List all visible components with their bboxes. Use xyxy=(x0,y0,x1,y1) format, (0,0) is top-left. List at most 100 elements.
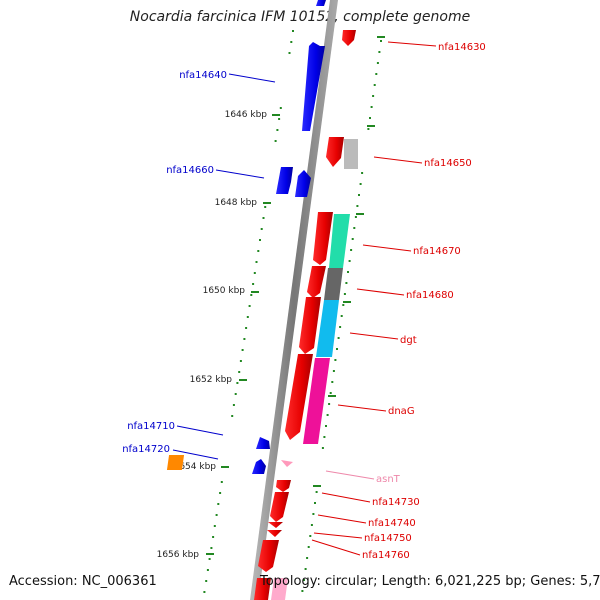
genome-axis xyxy=(250,0,338,600)
kbp-label: 1646 kbp xyxy=(225,110,268,120)
track-dot xyxy=(350,249,353,251)
track-dot xyxy=(380,40,382,42)
scale-ticks xyxy=(206,36,385,555)
track-dot xyxy=(358,194,360,196)
gene-next-box[interactable] xyxy=(271,578,288,600)
scale-tick xyxy=(221,466,229,468)
track-dot xyxy=(278,118,281,120)
gene-dnaG-arrow[interactable] xyxy=(285,354,313,440)
gene-nfa14680-arrow[interactable] xyxy=(307,266,326,298)
track-dot xyxy=(208,558,211,560)
leader-nfa14710 xyxy=(176,425,224,436)
gene-nfa14720-box[interactable] xyxy=(166,455,185,470)
page-title: Nocardia farcinica IFM 10152, complete g… xyxy=(129,9,471,25)
track-dot xyxy=(328,403,331,405)
track-dot xyxy=(343,293,346,295)
track-dot xyxy=(370,106,373,108)
gene-nfa14650-box[interactable] xyxy=(344,139,358,169)
gene-label-nfa14740[interactable]: nfa14740 xyxy=(368,518,416,529)
track-dot xyxy=(288,52,291,54)
track-dot xyxy=(342,304,345,306)
gene-label-nfa14660[interactable]: nfa14660 xyxy=(166,165,214,176)
track-dot xyxy=(255,261,258,263)
track-dot xyxy=(310,524,313,526)
kbp-label: 1648 kbp xyxy=(215,198,258,208)
gene-nfa14660-arrow[interactable] xyxy=(295,170,311,197)
gene-next-arrow[interactable] xyxy=(254,578,271,600)
track-dot xyxy=(215,514,218,516)
track-dot xyxy=(241,349,244,351)
gene-nfa14740-arrow[interactable] xyxy=(270,492,289,522)
leader-nfa14660 xyxy=(215,169,265,179)
track-dot xyxy=(264,206,267,208)
track-dot xyxy=(354,216,357,218)
gene-nfa14750-arrow[interactable] xyxy=(268,522,283,528)
track-dot xyxy=(373,84,376,86)
gene-label-nfa14730[interactable]: nfa14730 xyxy=(372,497,420,508)
accession-text: Accession: NC_006361 xyxy=(9,574,157,589)
gene-label-nfa14630[interactable]: nfa14630 xyxy=(438,42,486,53)
track-dot xyxy=(304,568,307,570)
track-dot xyxy=(213,525,216,527)
track-dot xyxy=(356,205,359,207)
track-dot xyxy=(351,238,354,240)
gene-label-nfa14670[interactable]: nfa14670 xyxy=(413,246,461,257)
scale-tick xyxy=(313,485,321,487)
track-dot xyxy=(262,217,265,219)
gene-nfa14670-arrow[interactable] xyxy=(313,212,333,265)
gene-label-nfa14760[interactable]: nfa14760 xyxy=(362,550,410,561)
gene-nfa14660-arrow[interactable] xyxy=(276,167,293,194)
gene-nfa14650-arrow[interactable] xyxy=(326,137,344,167)
track-dot xyxy=(336,348,338,350)
gene-nfa14630-arrow[interactable] xyxy=(342,30,356,46)
scale-tick xyxy=(343,301,351,303)
track-dot xyxy=(238,371,241,373)
track-dot xyxy=(210,547,213,549)
gene-nfa14730-arrow[interactable] xyxy=(276,480,291,492)
gene-nfa14680-box[interactable] xyxy=(324,268,343,300)
track-dot xyxy=(276,129,279,131)
gene-label-nfa14750[interactable]: nfa14750 xyxy=(364,533,412,544)
gene-label-nfa14710[interactable]: nfa14710 xyxy=(127,421,175,432)
gene-nfa14710-arrow[interactable] xyxy=(256,437,270,449)
track-dot xyxy=(274,140,277,142)
gene-label-dgt[interactable]: dgt xyxy=(400,335,417,346)
track-dot xyxy=(331,381,334,383)
gene-nfa14640-arrow[interactable] xyxy=(316,0,326,6)
track-dot xyxy=(315,491,318,493)
leader-asnT xyxy=(325,470,375,480)
gene-label-nfa14680[interactable]: nfa14680 xyxy=(406,290,454,301)
track-dot xyxy=(217,503,220,505)
gene-nfa14640-arrow[interactable] xyxy=(302,42,325,131)
leader-nfa14730 xyxy=(321,492,371,503)
gene-dgt-box[interactable] xyxy=(316,300,339,357)
track-dot xyxy=(212,536,215,538)
track-dot xyxy=(206,569,209,571)
gene-dgt-arrow[interactable] xyxy=(299,297,321,354)
track-dot xyxy=(307,546,310,548)
track-dot xyxy=(303,579,305,581)
gene-label-dnaG[interactable]: dnaG xyxy=(388,406,415,417)
leader-nfa14750 xyxy=(313,532,363,539)
track-dot xyxy=(232,404,235,406)
gene-asnT-arrow[interactable] xyxy=(281,460,293,467)
track-dot xyxy=(253,272,256,274)
gene-label-asnT[interactable]: asnT xyxy=(376,474,401,485)
gene-dnaG-box[interactable] xyxy=(303,358,330,444)
gene-label-nfa14650[interactable]: nfa14650 xyxy=(424,158,472,169)
leader-nfa14630 xyxy=(387,41,437,47)
gene-next-arrow[interactable] xyxy=(258,540,279,572)
gene-label-nfa14640[interactable]: nfa14640 xyxy=(179,70,227,81)
leader-nfa14680 xyxy=(356,288,405,296)
track-dot xyxy=(361,172,364,174)
gene-nfa14760-arrow[interactable] xyxy=(267,530,282,537)
scale-tick xyxy=(328,395,336,397)
track-dot xyxy=(376,62,379,64)
gene-nfa14720-arrow[interactable] xyxy=(252,459,266,474)
gene-nfa14670-box[interactable] xyxy=(329,214,350,268)
scale-tick xyxy=(251,291,259,293)
gene-label-nfa14720[interactable]: nfa14720 xyxy=(122,444,170,455)
track-dot xyxy=(353,227,356,229)
track-dot xyxy=(245,327,248,329)
